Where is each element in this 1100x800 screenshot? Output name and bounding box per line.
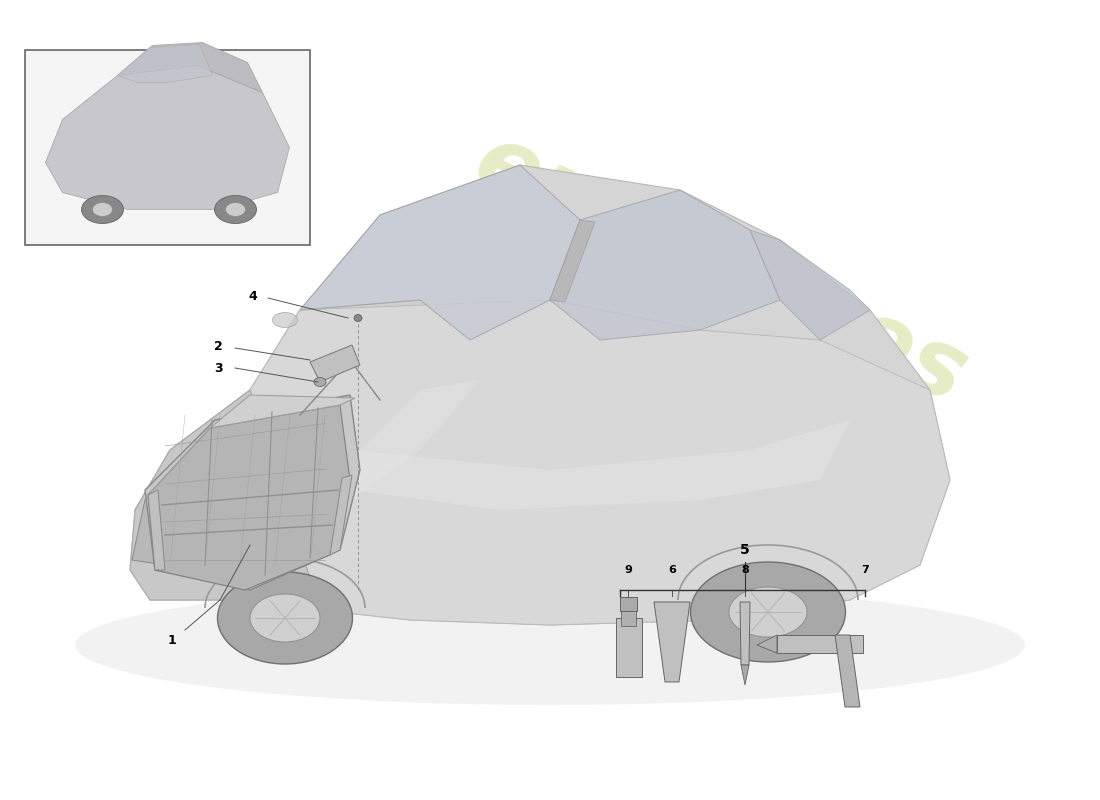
Polygon shape [132,480,195,565]
Ellipse shape [691,562,846,662]
Ellipse shape [273,313,297,327]
Polygon shape [148,490,165,570]
Polygon shape [740,602,750,665]
Polygon shape [310,345,360,382]
Polygon shape [200,380,480,560]
Polygon shape [350,420,850,510]
Polygon shape [750,230,870,340]
Bar [25,50,310,245]
Text: 6: 6 [668,565,675,575]
Ellipse shape [81,195,123,223]
Polygon shape [148,405,350,590]
Polygon shape [550,190,780,340]
Ellipse shape [729,587,807,637]
Polygon shape [741,665,749,685]
Polygon shape [135,300,501,595]
Text: 9: 9 [624,565,631,575]
Ellipse shape [314,378,326,386]
Polygon shape [130,165,950,625]
FancyBboxPatch shape [616,618,642,677]
Polygon shape [654,602,690,682]
Text: eurspares: eurspares [459,116,981,424]
Text: 4: 4 [249,290,257,302]
Polygon shape [130,390,320,610]
Polygon shape [250,300,950,625]
Text: 8: 8 [741,565,749,575]
Ellipse shape [75,585,1025,705]
Polygon shape [45,66,289,210]
Text: a partner for parts since 1985: a partner for parts since 1985 [363,434,737,626]
Polygon shape [330,475,352,555]
Polygon shape [145,395,360,590]
Polygon shape [757,635,777,653]
Ellipse shape [214,195,256,223]
Ellipse shape [218,572,352,664]
Polygon shape [777,635,864,653]
Text: 1: 1 [167,634,176,646]
Polygon shape [148,395,355,495]
Polygon shape [300,165,580,340]
Ellipse shape [226,202,245,217]
Polygon shape [835,635,860,707]
Text: 2: 2 [213,339,222,353]
Text: 7: 7 [861,565,869,575]
Polygon shape [550,220,595,302]
FancyBboxPatch shape [620,597,637,611]
Ellipse shape [92,202,112,217]
Ellipse shape [354,314,362,322]
Text: 5: 5 [740,543,750,557]
Polygon shape [118,42,263,93]
FancyBboxPatch shape [621,606,636,626]
Text: 3: 3 [213,362,222,374]
Ellipse shape [250,594,320,642]
Polygon shape [118,45,212,82]
